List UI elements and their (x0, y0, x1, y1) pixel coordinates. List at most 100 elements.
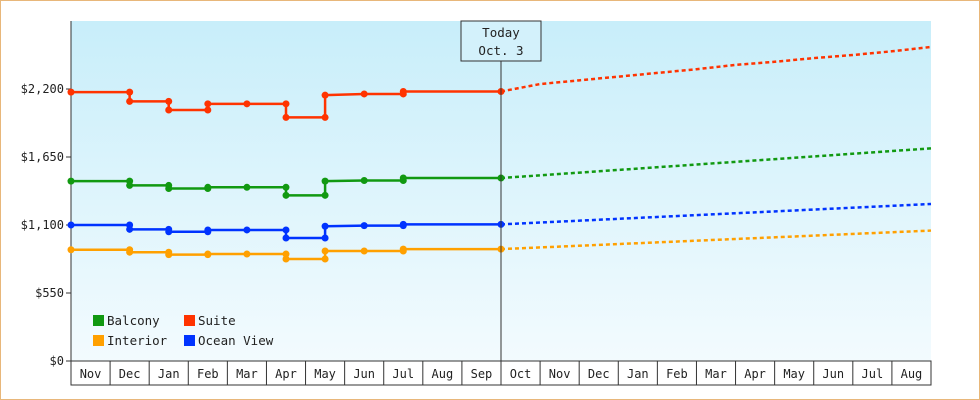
data-point-suite[interactable] (282, 113, 290, 121)
data-point-ocean-view[interactable] (282, 234, 290, 242)
x-tick-label: Aug (432, 367, 454, 381)
data-point-suite[interactable] (67, 88, 75, 96)
x-tick-label: Sep (471, 367, 493, 381)
data-point-suite[interactable] (126, 88, 134, 96)
legend-label-ocean-view: Ocean View (198, 333, 274, 348)
data-point-ocean-view[interactable] (399, 220, 407, 228)
legend-label-balcony: Balcony (107, 313, 160, 328)
x-tick-label: Dec (119, 367, 141, 381)
today-box (460, 20, 542, 62)
today-label: Today (482, 25, 520, 40)
data-point-balcony[interactable] (243, 183, 251, 191)
x-tick-label: Jun (822, 367, 844, 381)
legend-item-suite[interactable]: Suite (184, 313, 236, 328)
series-balcony (67, 147, 932, 199)
data-point-balcony[interactable] (399, 174, 407, 182)
data-point-balcony[interactable] (321, 191, 329, 199)
series-line-interior (71, 247, 501, 261)
legend-label-interior: Interior (107, 333, 168, 348)
data-point-suite[interactable] (243, 100, 251, 108)
x-tick-label: Oct (510, 367, 532, 381)
data-point-interior[interactable] (165, 251, 173, 259)
data-point-balcony[interactable] (282, 191, 290, 199)
data-point-suite[interactable] (165, 97, 173, 105)
forecast-line-balcony (500, 147, 932, 180)
x-tick-label: Jan (627, 367, 649, 381)
data-point-suite[interactable] (165, 106, 173, 114)
y-tick-label: $0 (50, 354, 64, 368)
data-point-suite[interactable] (204, 100, 212, 108)
data-point-ocean-view[interactable] (321, 234, 329, 242)
data-point-ocean-view[interactable] (204, 226, 212, 234)
data-point-balcony[interactable] (204, 183, 212, 191)
x-tick-label: Jan (158, 367, 180, 381)
data-point-interior[interactable] (204, 250, 212, 258)
data-point-ocean-view[interactable] (165, 228, 173, 236)
y-tick-label: $1,650 (21, 150, 64, 164)
x-tick-label: May (783, 367, 805, 381)
x-tick-label: Apr (744, 367, 766, 381)
data-point-interior[interactable] (282, 250, 290, 258)
x-tick-label: Jun (353, 367, 375, 381)
x-tick-label: Nov (80, 367, 102, 381)
x-tick-label: Feb (666, 367, 688, 381)
data-point-ocean-view[interactable] (126, 225, 134, 233)
x-tick-label: Jul (862, 367, 884, 381)
today-date: Oct. 3 (478, 43, 523, 58)
forecast-line-suite (500, 45, 932, 93)
data-point-ocean-view[interactable] (243, 226, 251, 234)
data-point-balcony[interactable] (321, 177, 329, 185)
today-callout: Today Oct. 3 (460, 20, 542, 62)
forecast-line-interior (500, 229, 932, 251)
data-point-interior[interactable] (321, 255, 329, 263)
data-point-interior[interactable] (321, 247, 329, 255)
data-point-suite[interactable] (321, 113, 329, 121)
x-tick-label: Apr (275, 367, 297, 381)
series-line-ocean-view (71, 223, 501, 240)
x-tick-label: Mar (705, 367, 727, 381)
data-point-balcony[interactable] (126, 181, 134, 189)
x-tick-label: Jul (392, 367, 414, 381)
data-point-interior[interactable] (67, 246, 75, 254)
y-tick-label: $2,200 (21, 82, 64, 96)
legend-swatch-interior (93, 335, 104, 346)
data-point-ocean-view[interactable] (282, 226, 290, 234)
data-point-balcony[interactable] (165, 185, 173, 193)
data-point-balcony[interactable] (282, 183, 290, 191)
data-point-suite[interactable] (360, 90, 368, 98)
data-point-ocean-view[interactable] (67, 221, 75, 229)
legend-swatch-balcony (93, 315, 104, 326)
data-point-interior[interactable] (126, 248, 134, 256)
x-tick-label: Nov (549, 367, 571, 381)
legend-swatch-suite (184, 315, 195, 326)
legend-swatch-ocean-view (184, 335, 195, 346)
x-tick-label: Aug (901, 367, 923, 381)
data-point-interior[interactable] (360, 247, 368, 255)
series-suite (67, 45, 932, 121)
data-point-suite[interactable] (204, 106, 212, 114)
series-ocean-view (67, 202, 932, 242)
data-point-ocean-view[interactable] (360, 222, 368, 230)
series-interior (67, 229, 932, 263)
y-tick-label: $1,100 (21, 218, 64, 232)
data-point-interior[interactable] (282, 255, 290, 263)
data-point-balcony[interactable] (67, 177, 75, 185)
data-point-suite[interactable] (399, 87, 407, 95)
data-point-suite[interactable] (126, 97, 134, 105)
data-point-suite[interactable] (321, 91, 329, 99)
x-tick-label: May (314, 367, 336, 381)
y-tick-label: $550 (35, 286, 64, 300)
legend-item-ocean-view[interactable]: Ocean View (184, 333, 274, 348)
data-point-suite[interactable] (282, 100, 290, 108)
data-point-interior[interactable] (243, 250, 251, 258)
legend-item-balcony[interactable]: Balcony (93, 313, 160, 328)
data-point-balcony[interactable] (360, 176, 368, 184)
data-point-interior[interactable] (399, 245, 407, 253)
x-tick-label: Dec (588, 367, 610, 381)
series-line-balcony (71, 176, 501, 197)
data-point-ocean-view[interactable] (321, 222, 329, 230)
legend-item-interior[interactable]: Interior (93, 333, 168, 348)
legend-label-suite: Suite (198, 313, 236, 328)
